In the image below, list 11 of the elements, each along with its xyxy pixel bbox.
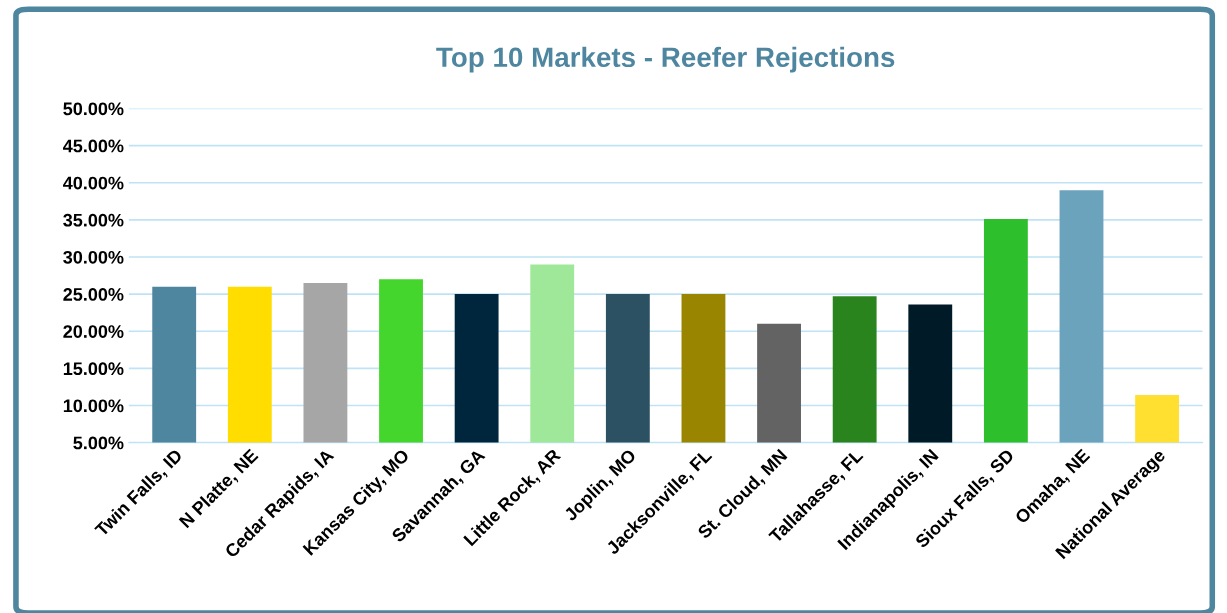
y-tick-label: 10.00% [63, 399, 124, 413]
y-tick-label: 25.00% [63, 288, 124, 301]
y-tick-label: 45.00% [63, 139, 124, 153]
y-tick-label: 15.00% [63, 362, 124, 376]
y-tick-label: 40.00% [63, 176, 124, 190]
y-tick-label: 5.00% [73, 436, 124, 450]
y-tick-label: 20.00% [63, 325, 124, 338]
y-tick-label: 35.00% [63, 213, 124, 227]
y-tick-label: 30.00% [63, 250, 124, 264]
chart-title: Top 10 Markets - Reefer Rejections [436, 46, 895, 73]
y-tick-label: 50.00% [63, 102, 124, 116]
